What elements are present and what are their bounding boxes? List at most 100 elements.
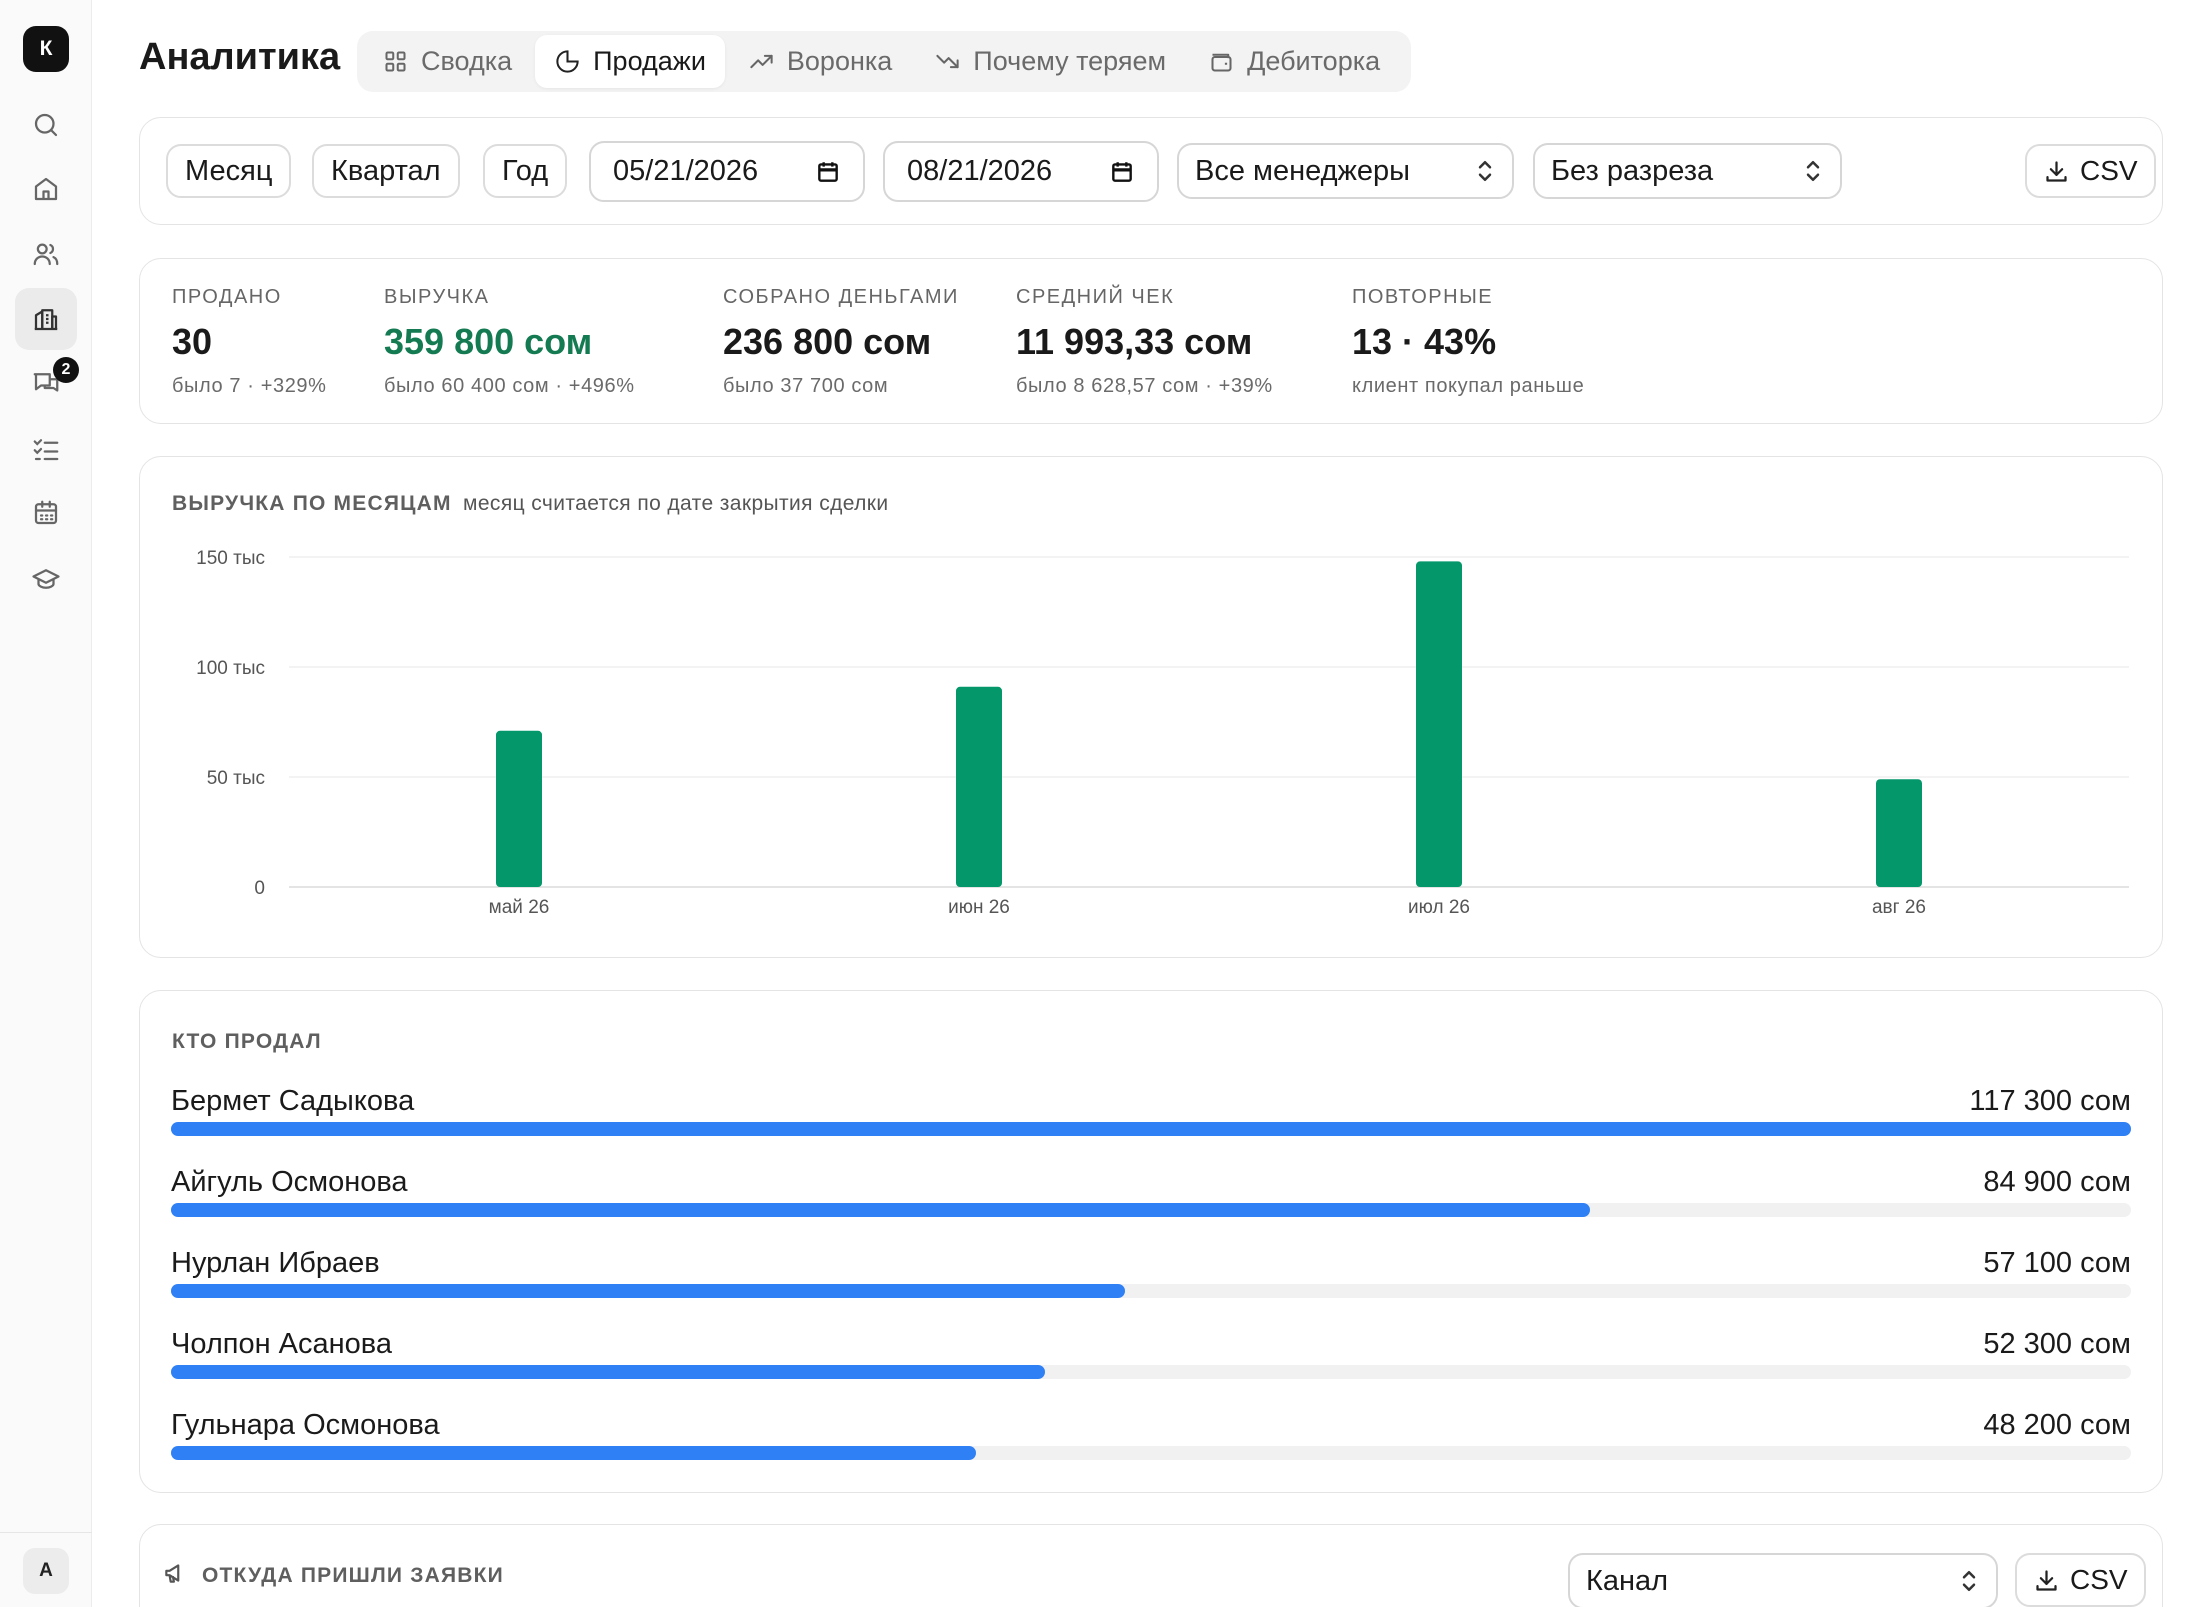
seller-name: Айгуль Осмонова (171, 1166, 408, 1198)
breakdown-select-value: Без разреза (1551, 154, 1714, 187)
tab-label: Продажи (593, 46, 706, 76)
kpi-value: 236 800 сом (723, 321, 932, 362)
kpi-sold: ПРОДАНО 30 было 7 · +329% (172, 286, 327, 398)
seller-bar-track (171, 1365, 2131, 1379)
calendar-icon (1112, 161, 1132, 182)
channel-select[interactable]: Канал (1568, 1553, 1998, 1607)
seller-bar (171, 1284, 1126, 1298)
tasks-icon (33, 439, 59, 461)
chevron-up-down-icon (1962, 1571, 1976, 1591)
channel-select-value: Канал (1586, 1564, 1669, 1597)
kpi-sub: клиент покупал раньше (1352, 375, 1585, 397)
tab-label: Почему теряем (973, 46, 1167, 76)
search-icon (34, 113, 58, 137)
seller-bar-track (171, 1122, 2131, 1136)
download-icon (2046, 160, 2067, 182)
megaphone-icon (165, 1564, 180, 1583)
seller-amount: 84 900 сом (1983, 1166, 2131, 1198)
revenue-bar[interactable] (1876, 779, 1922, 887)
y-tick-label: 100 тыс (196, 658, 265, 679)
period-quarter-button[interactable]: Квартал (312, 144, 460, 198)
tab-sales[interactable]: Продажи (535, 35, 725, 88)
chart-title: ВЫРУЧКА ПО МЕСЯЦАМ (172, 492, 452, 515)
seller-name: Бермет Садыкова (171, 1085, 415, 1117)
sidebar-item-calendar[interactable] (15, 482, 77, 544)
kpi-label: ВЫРУЧКА (384, 286, 490, 308)
date-to-value: 08/21/2026 (907, 155, 1053, 187)
revenue-bar-chart: 0 50 тыс 100 тыс 150 тыс май 26 июн 26 июл 26 а… (196, 548, 2129, 918)
wallet-icon (1211, 53, 1232, 72)
tab-label: Дебиторка (1247, 46, 1381, 76)
analytics-tabs: Сводка Продажи Воронка Почему теряем Деб… (357, 31, 1411, 92)
seller-bar (171, 1203, 1590, 1217)
kpi-value: 11 993,33 сом (1016, 321, 1253, 362)
tab-funnel[interactable]: Воронка (729, 35, 911, 88)
revenue-bar[interactable] (1416, 561, 1462, 887)
chevron-up-down-icon (1806, 161, 1820, 181)
app-logo[interactable]: К (23, 26, 69, 72)
kpi-label: ПОВТОРНЫЕ (1352, 286, 1494, 308)
csv-label: CSV (2070, 1564, 2128, 1595)
seller-row: Айгуль Осмонова 84 900 сом (171, 1166, 2131, 1226)
period-year-button[interactable]: Год (483, 144, 568, 198)
seller-row: Нурлан Ибраев 57 100 сом (171, 1247, 2131, 1307)
unread-badge: 2 (53, 357, 79, 383)
x-tick-label: май 26 (489, 897, 550, 918)
trending-up-icon (750, 54, 773, 69)
seller-name: Гульнара Осмонова (171, 1409, 440, 1441)
revenue-bar[interactable] (956, 686, 1002, 887)
sidebar-item-search[interactable] (15, 94, 77, 156)
kpi-label: СОБРАНО ДЕНЬГАМИ (723, 286, 959, 308)
seller-bar-track (171, 1284, 2131, 1298)
sidebar-item-tasks[interactable] (15, 418, 77, 480)
date-from-input[interactable]: 05/21/2026 (589, 141, 865, 202)
trending-down-icon (936, 54, 959, 69)
sources-title: ОТКУДА ПРИШЛИ ЗАЯВКИ (202, 1564, 504, 1587)
kpi-revenue: ВЫРУЧКА 359 800 сом было 60 400 сом · +4… (384, 286, 635, 398)
graduation-cap-icon (32, 569, 60, 589)
manager-select[interactable]: Все менеджеры (1177, 143, 1514, 199)
breakdown-select[interactable]: Без разреза (1533, 143, 1842, 199)
tab-summary[interactable]: Сводка (363, 35, 531, 88)
sidebar-item-users[interactable] (15, 223, 77, 285)
csv-label: CSV (2080, 155, 2138, 186)
users-icon (33, 243, 59, 266)
y-tick-label: 150 тыс (196, 548, 265, 569)
date-to-input[interactable]: 08/21/2026 (883, 141, 1159, 202)
revenue-chart-card (139, 456, 2163, 958)
seller-bar (171, 1446, 977, 1460)
kpi-sub: было 8 628,57 сом · +39% (1016, 375, 1273, 397)
kpi-label: ПРОДАНО (172, 286, 282, 308)
analytics-icon (34, 309, 58, 331)
sellers-card (139, 990, 2163, 1493)
revenue-bar[interactable] (496, 730, 542, 887)
seller-row: Гульнара Осмонова 48 200 сом (171, 1409, 2131, 1469)
kpi-label: СРЕДНИЙ ЧЕК (1016, 286, 1175, 308)
kpi-value: 13 · 43% (1352, 321, 1497, 362)
seller-row: Бермет Садыкова 117 300 сом (171, 1085, 2131, 1145)
kpi-sub: было 7 · +329% (172, 375, 327, 397)
page-title: Аналитика (139, 36, 341, 78)
seller-amount: 117 300 сом (1969, 1085, 2131, 1117)
tab-receivables[interactable]: Дебиторка (1189, 35, 1399, 88)
kpi-average-check: СРЕДНИЙ ЧЕК 11 993,33 сом было 8 628,57 … (1016, 286, 1273, 398)
calendar-icon (34, 500, 58, 525)
x-tick-label: июн 26 (948, 897, 1010, 918)
period-month-button[interactable]: Месяц (166, 144, 292, 198)
tab-why-lose[interactable]: Почему теряем (915, 35, 1185, 88)
home-icon (34, 177, 58, 201)
kpi-sub: было 37 700 сом (723, 375, 889, 397)
sidebar-item-analytics[interactable] (15, 288, 77, 350)
sidebar-item-home[interactable] (15, 158, 77, 220)
sidebar-item-learning[interactable] (15, 548, 77, 610)
tab-label: Сводка (421, 46, 513, 76)
kpi-value: 359 800 сом (384, 321, 593, 362)
calendar-icon (818, 161, 838, 182)
y-tick-label: 0 (254, 878, 265, 899)
download-icon (2036, 1569, 2057, 1591)
sidebar-item-chat[interactable]: 2 (15, 352, 79, 414)
export-csv-button[interactable]: CSV (2025, 144, 2156, 198)
sources-csv-button[interactable]: CSV (2015, 1553, 2146, 1607)
tab-label: Воронка (786, 46, 893, 76)
user-avatar[interactable]: А (23, 1548, 69, 1594)
